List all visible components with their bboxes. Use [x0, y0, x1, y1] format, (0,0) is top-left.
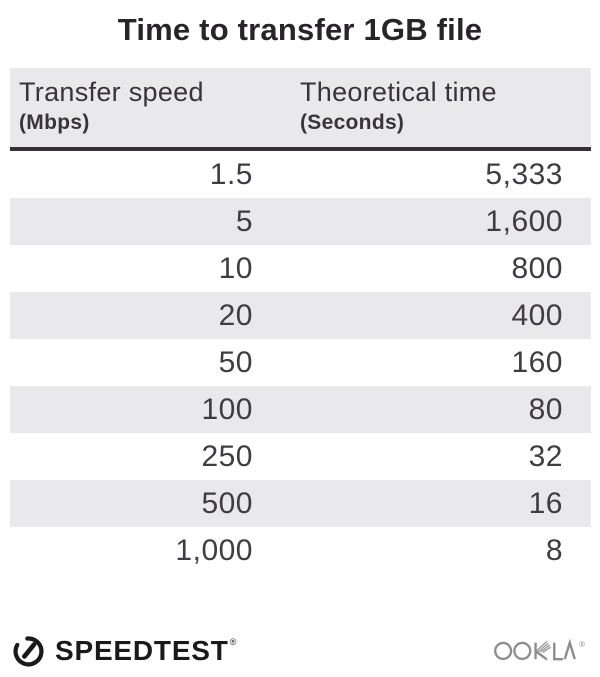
time-cell: 800 [511, 252, 563, 285]
speed-cell: 100 [201, 393, 253, 426]
ookla-logo: ® [494, 638, 585, 662]
time-cell: 8 [545, 534, 563, 567]
speed-cell: 20 [218, 299, 253, 332]
registered-trademark-icon: ® [579, 640, 585, 649]
column-unit: (Mbps) [19, 111, 90, 134]
speed-cell: 5 [235, 205, 253, 238]
time-cell: 32 [528, 440, 563, 473]
table-body: 1.5 5,333 5 1,600 10 800 20 400 50 160 1… [10, 151, 591, 574]
speed-cell: 500 [201, 487, 253, 520]
table-row: 20 400 [10, 292, 591, 339]
time-cell: 80 [528, 393, 563, 426]
time-cell: 400 [511, 299, 563, 332]
time-cell: 5,333 [485, 158, 563, 191]
table-row: 500 16 [10, 480, 591, 527]
page-title: Time to transfer 1GB file [117, 12, 483, 47]
speedtest-wordmark: SPEEDTEST [55, 634, 229, 666]
speedtest-gauge-icon [13, 635, 44, 666]
ookla-wordmark-icon [494, 638, 577, 661]
table-row: 5 1,600 [10, 198, 591, 245]
speedtest-logo: SPEEDTEST ® [10, 632, 236, 669]
column-unit: (Seconds) [300, 111, 405, 134]
speed-cell: 1,000 [175, 534, 253, 567]
table-row: 1.5 5,333 [10, 151, 591, 198]
registered-trademark-icon: ® [229, 636, 237, 647]
speed-cell: 50 [218, 346, 253, 379]
table-row: 100 80 [10, 386, 591, 433]
table-row: 1,000 8 [10, 527, 591, 574]
table-row: 250 32 [10, 433, 591, 480]
column-label: Transfer speed [19, 77, 204, 107]
speed-cell: 10 [218, 252, 253, 285]
footer: SPEEDTEST ® ® [10, 629, 585, 671]
column-header-time: Theoretical time (Seconds) [292, 68, 591, 147]
table-header-row: Transfer speed (Mbps) Theoretical time (… [10, 68, 591, 151]
table-row: 50 160 [10, 339, 591, 386]
table-row: 10 800 [10, 245, 591, 292]
transfer-time-table: Transfer speed (Mbps) Theoretical time (… [10, 68, 591, 574]
time-cell: 16 [528, 487, 563, 520]
column-label: Theoretical time [300, 77, 497, 107]
time-cell: 1,600 [485, 205, 563, 238]
speed-cell: 1.5 [209, 158, 253, 191]
time-cell: 160 [511, 346, 563, 379]
speed-cell: 250 [201, 440, 253, 473]
column-header-speed: Transfer speed (Mbps) [10, 68, 292, 147]
